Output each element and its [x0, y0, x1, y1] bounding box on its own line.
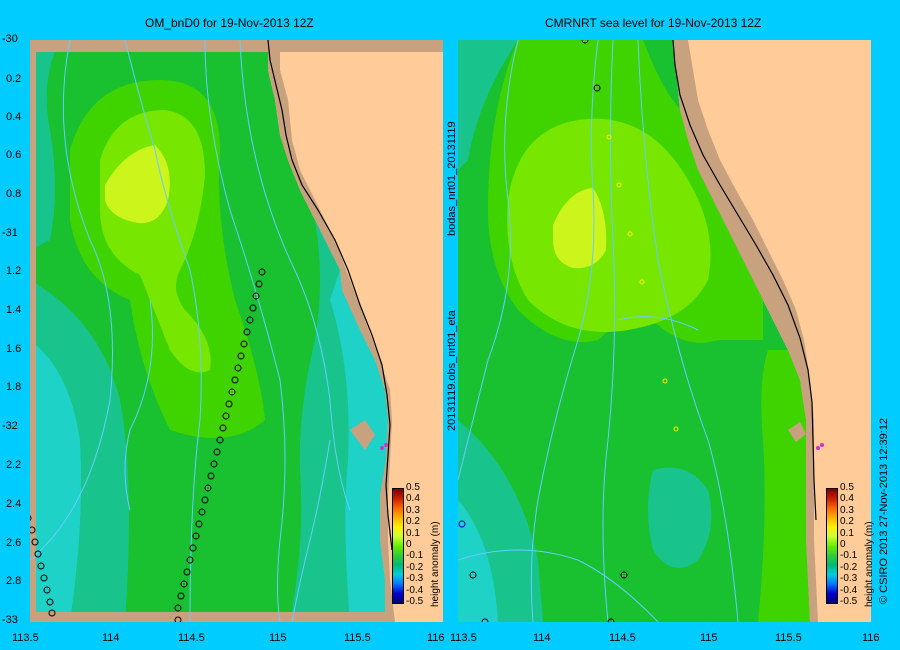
y-tick: -32: [2, 420, 18, 432]
y-tick: 1.8: [6, 381, 22, 393]
y-tick: 1.2: [6, 265, 22, 277]
x-tick: 115.5: [344, 632, 371, 644]
y-tick: -30: [2, 33, 18, 45]
x-tick: 115: [700, 632, 718, 644]
colorbar-tick: -0.2: [840, 561, 858, 573]
colorbar-tick: 0: [840, 539, 846, 550]
y-tick: 2.4: [6, 498, 22, 510]
colorbar-tick: 0.5: [406, 482, 420, 493]
y-tick: 2.8: [6, 575, 22, 587]
y-tick: 2.2: [6, 459, 22, 471]
colorbar-tick: 0.1: [840, 527, 854, 539]
x-tick: 116: [427, 632, 445, 644]
colorbar-tick: -0.1: [406, 550, 424, 562]
y-tick: 0.8: [6, 188, 22, 200]
colorbar-label: height anomaly (m): [864, 521, 875, 607]
y-tick: 2.6: [6, 537, 22, 549]
x-tick: 113.5: [12, 632, 39, 644]
x-tick: 115.5: [775, 632, 802, 644]
y-tick: 0.2: [6, 73, 22, 85]
colorbar-tick: 0.4: [840, 493, 854, 505]
y-tick: 1.6: [6, 343, 22, 355]
credit-text: © CSIRO 2013 27-Nov-2013 12:39:12: [878, 417, 890, 604]
x-tick: 114.5: [178, 632, 205, 644]
left-panel-title: OM_bnD0 for 19-Nov-2013 12Z: [145, 16, 314, 30]
side-label-bottom: 20131119.obs_nrt01_eta: [446, 310, 458, 431]
colorbar-tick: -0.3: [840, 573, 858, 585]
colorbar-tick: -0.3: [406, 573, 424, 585]
colorbar-tick: 0.2: [840, 516, 854, 528]
side-label-top: bodas_nrt01_20131119: [446, 121, 458, 236]
colorbar-tick: 0.1: [406, 527, 420, 539]
x-tick: 114.5: [609, 632, 636, 644]
x-tick: 116: [862, 632, 880, 644]
colorbar-tick: 0: [406, 539, 412, 550]
right-map-panel: [458, 40, 871, 622]
colorbar-tick: -0.5: [406, 596, 424, 607]
right-panel-title: CMRNRT sea level for 19-Nov-2013 12Z: [545, 16, 762, 30]
y-tick: 1.4: [6, 304, 22, 316]
y-tick: 0.6: [6, 149, 22, 161]
x-tick: 114: [102, 632, 120, 644]
colorbar-gradient: [826, 488, 838, 604]
colorbar-tick: -0.5: [840, 596, 858, 607]
colorbar-tick: -0.1: [840, 550, 858, 562]
y-tick: -31: [2, 227, 18, 239]
x-tick: 113.5: [450, 632, 477, 644]
y-tick: -33: [2, 614, 18, 626]
track-dots: [30, 268, 266, 622]
colorbar-tick: -0.4: [840, 584, 858, 596]
colorbar-tick: 0.4: [406, 493, 420, 505]
x-tick: 114: [533, 632, 551, 644]
colorbar-label: height anomaly (m): [430, 521, 441, 607]
y-tick: 0.4: [6, 111, 22, 123]
colorbar-tick: 0.5: [840, 482, 854, 493]
colorbar-gradient: [392, 488, 404, 604]
colorbar-tick: -0.4: [406, 584, 424, 596]
left-map-panel: [30, 40, 443, 622]
colorbar-tick: -0.2: [406, 561, 424, 573]
colorbar-tick: 0.2: [406, 516, 420, 528]
colorbar-tick: 0.3: [840, 504, 854, 516]
colorbar-tick: 0.3: [406, 504, 420, 516]
x-tick: 115: [269, 632, 287, 644]
